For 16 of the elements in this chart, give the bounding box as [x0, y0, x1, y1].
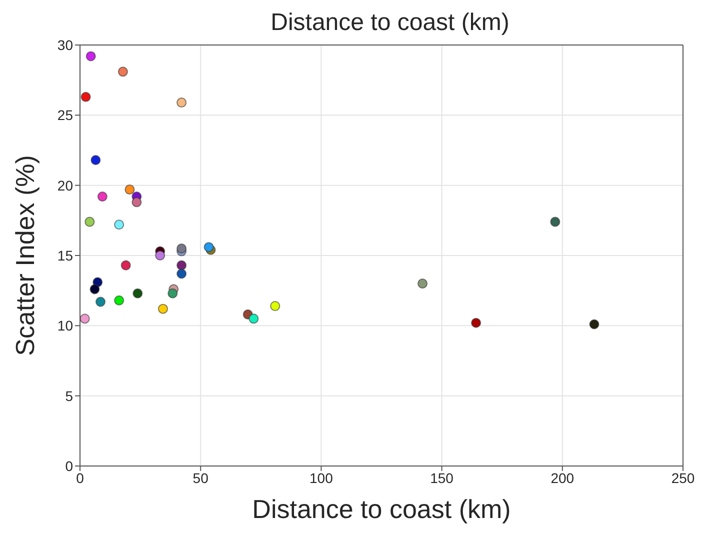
y-axis-title: Scatter Index (%)	[10, 155, 40, 356]
x-axis-title: Distance to coast (km)	[252, 494, 511, 524]
x-tick-label: 50	[192, 470, 209, 486]
y-tick-label: 20	[57, 177, 74, 194]
x-tick-label: 200	[550, 470, 574, 486]
x-tick-label: 250	[671, 470, 695, 486]
y-tick-label: 15	[57, 247, 74, 264]
y-tick-label: 30	[57, 36, 74, 53]
y-tick-label: 0	[65, 458, 74, 474]
y-tick-label: 10	[57, 318, 74, 334]
x-tick-label: 150	[430, 470, 454, 486]
x-tick-label: 100	[310, 470, 334, 486]
chart-title: Distance to coast (km)	[270, 8, 510, 38]
y-tick-label: 5	[65, 388, 74, 404]
y-tick-label: 25	[57, 107, 74, 124]
x-tick-label: 0	[76, 470, 84, 486]
